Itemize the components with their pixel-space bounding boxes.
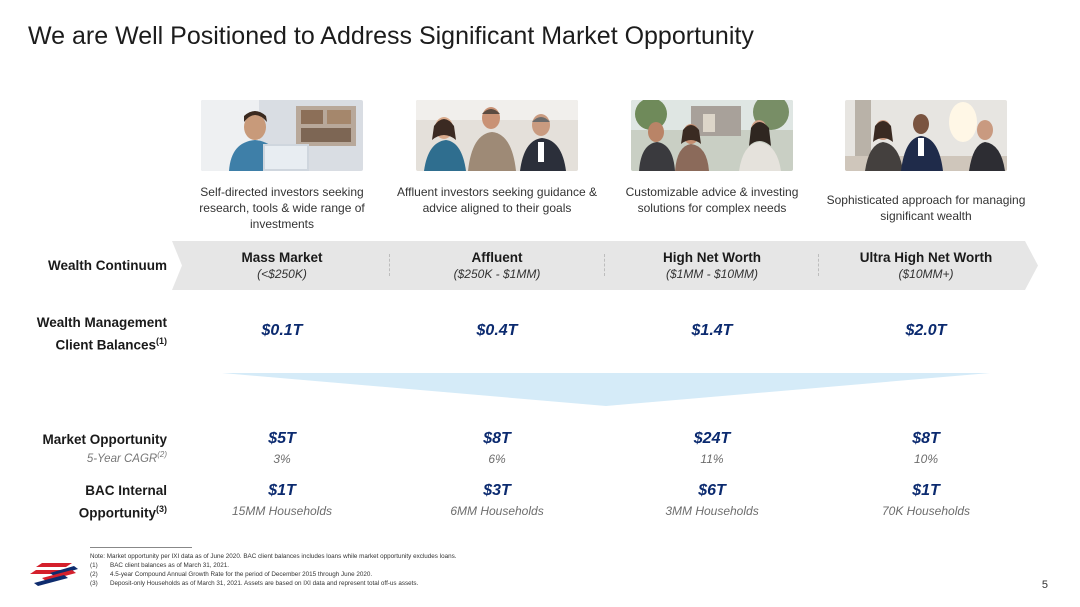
footnote-ref: (2) [157,450,167,459]
market-high-net-worth: $24T [693,430,731,447]
bac-internal-opportunity-label: BAC Internal Opportunity(3) [0,482,167,523]
photo-ultra-high-net-worth-meeting [845,100,1007,171]
market-mass-market: $5T [268,430,296,447]
funnel-shape [222,373,990,406]
footnote-ref: (1) [156,336,167,346]
wealth-continuum-label: Wealth Continuum [48,258,167,273]
segment-name: Affluent [471,250,523,265]
segment-divider [818,254,819,276]
wealth-management-balances-label: Wealth Management Client Balances(1) [0,314,167,355]
households-mass-market: 15MM Households [231,504,333,518]
households-high-net-worth: 3MM Households [665,504,759,518]
cagr-ultra-high-net-worth: 10% [913,452,939,466]
ultra-high-net-worth-description: Sophisticated approach for managing sign… [826,193,1026,223]
segment-range: (<$250K) [257,267,307,281]
segment-divider [604,254,605,276]
footnote-text: BAC client balances as of March 31, 2021… [110,562,230,569]
high-net-worth-description: Customizable advice & investing solution… [625,185,799,215]
balance-affluent: $0.4T [476,322,518,339]
photo-affluent-couple-advisor [416,100,578,171]
wm-label-line1: Wealth Management [36,315,167,330]
bac-affluent: $3T [483,482,511,499]
footnotes: Note: Market opportunity per IXI data as… [90,552,456,588]
wealth-continuum-arrow-band [172,241,1038,290]
bank-flag-logo-icon [30,563,78,586]
bac-high-net-worth: $6T [698,482,726,499]
segment-ultra-high-net-worth: Ultra High Net Worth ($10MM+) [819,249,1033,282]
bac-ultra-high-net-worth: $1T [912,482,940,499]
photo-high-net-worth-meeting [631,100,793,171]
footnote-note: Note: Market opportunity per IXI data as… [90,553,457,560]
bac-label-line2: Opportunity [78,505,156,521]
households-affluent: 6MM Households [450,504,544,518]
page-number: 5 [1041,579,1048,591]
wm-label-line2: Client Balances [55,337,156,353]
balance-mass-market: $0.1T [261,322,303,339]
market-ultra-high-net-worth: $8T [912,430,940,447]
segment-name: Ultra High Net Worth [859,250,993,265]
affluent-description: Affluent investors seeking guidance & ad… [397,185,597,215]
footnote-separator [90,547,192,548]
slide-title: We are Well Positioned to Address Signif… [28,22,754,50]
cagr-mass-market: 3% [273,452,291,466]
balance-ultra-high-net-worth: $2.0T [905,322,947,339]
mass-market-description: Self-directed investors seeking research… [199,185,365,231]
segment-name: High Net Worth [663,250,761,265]
footnote-text: 4.5-year Compound Annual Growth Rate for… [110,571,373,578]
cagr-high-net-worth: 11% [700,452,724,466]
footnote-key: (1) [90,562,98,569]
footnote-key: (2) [90,571,98,578]
segment-divider [389,254,390,276]
photo-self-directed-investor [201,100,363,171]
market-opportunity-label: Market Opportunity [42,432,167,447]
balance-high-net-worth: $1.4T [691,322,733,339]
footnote-key: (3) [90,580,98,587]
footnote-2: (2) 4.5-year Compound Annual Growth Rate … [90,570,456,579]
cagr-label: 5-Year CAGR(2) [0,450,167,465]
segment-mass-market: Mass Market (<$250K) [175,249,389,282]
segment-high-net-worth: High Net Worth ($1MM - $10MM) [605,249,819,282]
footnote-3: (3) Deposit-only Households as of March 3… [90,579,456,588]
segment-range: ($1MM - $10MM) [665,267,758,281]
segment-affluent: Affluent ($250K - $1MM) [390,249,604,282]
bac-label-line1: BAC Internal [85,483,167,498]
segment-range: ($10MM+) [898,267,954,281]
bac-mass-market: $1T [268,482,296,499]
segment-range: ($250K - $1MM) [453,267,541,281]
cagr-affluent: 6% [488,452,506,466]
households-ultra-high-net-worth: 70K Households [881,504,971,518]
market-affluent: $8T [483,430,511,447]
footnote-ref: (3) [156,504,167,514]
footnote-text: Deposit-only Households as of March 31, … [110,580,419,587]
cagr-label-text: 5-Year CAGR [86,452,158,465]
footnote-1: (1) BAC client balances as of March 31, 2… [90,561,456,570]
segment-name: Mass Market [241,250,323,265]
